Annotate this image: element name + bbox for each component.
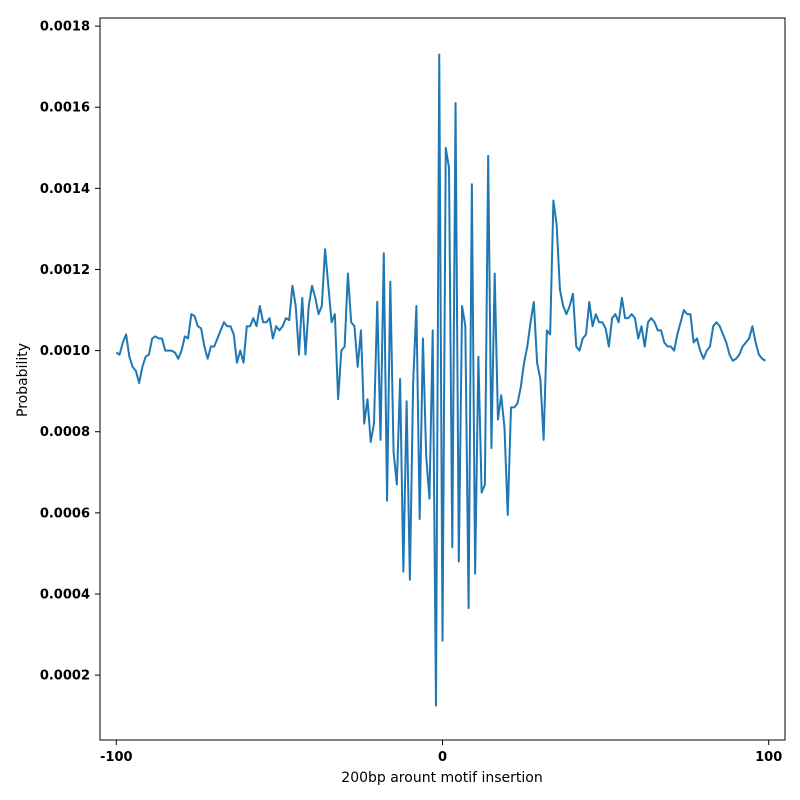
y-tick-label: 0.0004: [40, 587, 90, 602]
y-axis-label: Probability: [15, 343, 31, 417]
x-tick-label: 100: [755, 750, 782, 765]
y-tick-label: 0.0010: [40, 344, 90, 359]
y-tick-label: 0.0016: [40, 101, 90, 116]
series-line: [115, 53, 766, 707]
y-tick-label: 0.0002: [40, 669, 90, 684]
y-tick-label: 0.0018: [40, 20, 90, 35]
y-tick-label: 0.0012: [40, 263, 90, 278]
x-tick-label: -100: [100, 750, 133, 765]
x-axis-ticks: -100 0 100: [100, 740, 782, 765]
x-axis-label: 200bp arount motif insertion: [341, 770, 542, 786]
y-tick-label: 0.0014: [40, 182, 90, 197]
x-tick-label: 0: [438, 750, 447, 765]
y-tick-label: 0.0008: [40, 425, 90, 440]
y-tick-label: 0.0006: [40, 506, 90, 521]
y-axis-ticks: 0.0002 0.0004 0.0006 0.0008 0.0010 0.0012 0.00…: [40, 20, 100, 684]
